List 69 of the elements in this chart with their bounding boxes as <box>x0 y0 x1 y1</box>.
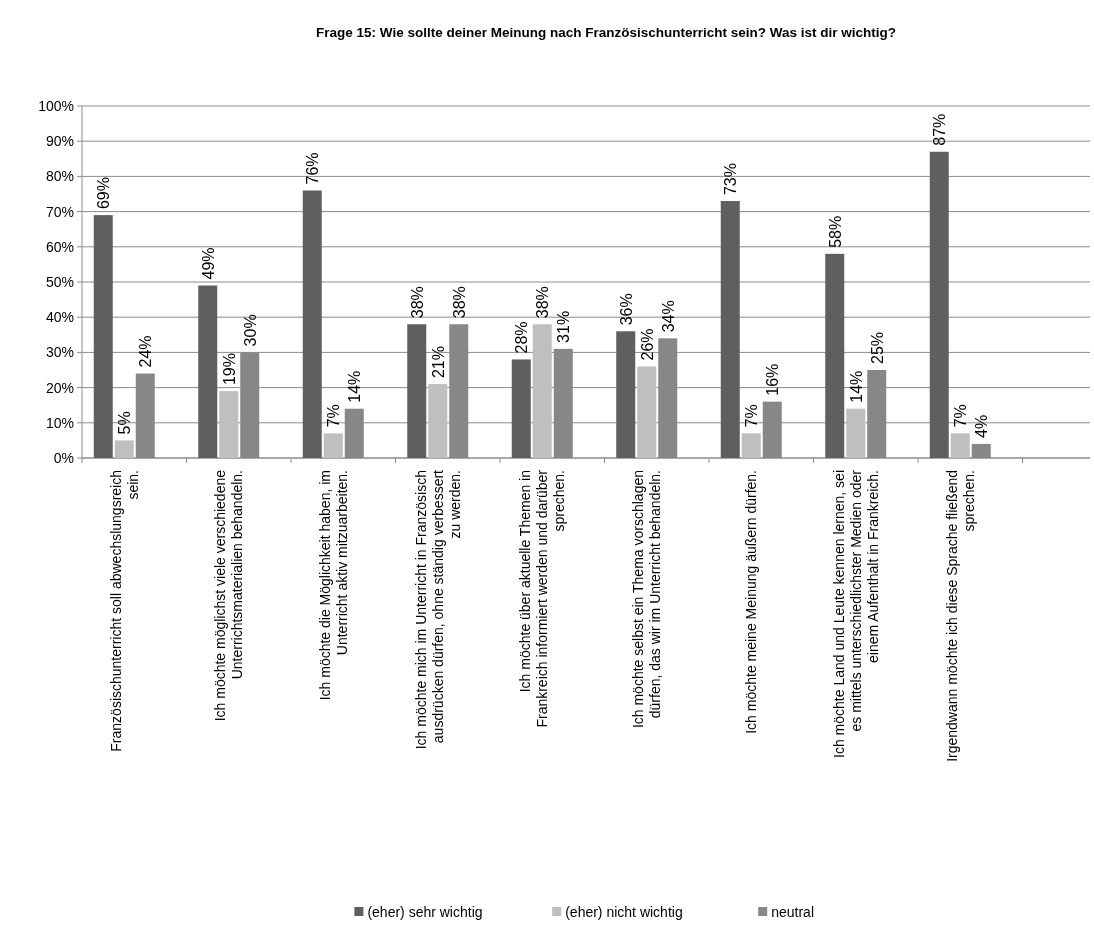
legend-label: (eher) sehr wichtig <box>367 903 483 920</box>
data-label: 14% <box>847 370 865 403</box>
data-label: 36% <box>617 293 635 326</box>
bar <box>114 440 134 458</box>
data-label: 25% <box>868 331 886 364</box>
bar <box>929 151 949 458</box>
data-label: 14% <box>346 370 364 403</box>
bar <box>323 433 343 458</box>
bar <box>407 324 427 458</box>
x-tick-label: Ich möchte selbst ein Thema vorschlagen dürfen, das wir im Unterricht behandeln. <box>630 470 664 729</box>
bar <box>198 285 218 458</box>
data-label: 38% <box>450 286 468 319</box>
chart-title: Frage 15: Wie sollte deiner Meinung nach Französischunterricht sein? Was ist dir wichtig? <box>316 25 896 40</box>
x-tick-label: Ich möchte meine Meinung äußern dürfen. <box>743 470 760 734</box>
x-tick-label: Irgendwann möchte ich diese Sprache fließend sprechen. <box>943 470 977 762</box>
bar <box>532 324 552 458</box>
data-label: 7% <box>952 404 970 428</box>
bar <box>825 253 845 458</box>
data-label: 49% <box>199 247 217 280</box>
data-label: 76% <box>304 152 322 185</box>
data-label: 38% <box>408 286 426 319</box>
bar <box>846 408 866 458</box>
y-tick-label: 30% <box>45 344 74 361</box>
bar <box>741 433 761 458</box>
bar <box>950 433 970 458</box>
x-tick-label: Ich möchte Land und Leute kennen lernen, sei es mittels unterschiedlichster Medien oder einem Aufenthalt in Frankreich. <box>830 469 881 758</box>
data-label: 31% <box>555 310 573 343</box>
data-label: 21% <box>429 346 447 379</box>
data-label: 5% <box>116 411 134 435</box>
data-label: 69% <box>95 177 113 210</box>
data-label: 87% <box>931 113 949 146</box>
bar <box>219 391 239 458</box>
data-label: 58% <box>826 215 844 248</box>
data-label: 38% <box>534 286 552 319</box>
y-tick-label: 20% <box>45 379 74 396</box>
y-tick-label: 40% <box>45 309 74 326</box>
data-label: 30% <box>241 314 259 347</box>
y-tick-label: 10% <box>45 414 74 431</box>
y-tick-label: 100% <box>38 97 74 114</box>
y-tick-label: 80% <box>45 168 74 185</box>
data-label: 4% <box>973 414 991 438</box>
data-label: 7% <box>743 404 761 428</box>
bar <box>302 190 322 458</box>
bar <box>93 215 113 458</box>
data-label: 28% <box>513 321 531 354</box>
bar <box>511 359 531 458</box>
bar <box>428 384 448 458</box>
bar <box>720 201 740 458</box>
y-tick-label: 50% <box>45 273 74 290</box>
x-tick-label: Ich möchte möglichst viele verschiedene Unterrichtsmaterialien behandeln. <box>212 469 246 722</box>
data-label: 24% <box>137 335 155 368</box>
bar <box>616 331 636 458</box>
data-label: 34% <box>659 300 677 333</box>
legend-label: neutral <box>771 903 815 920</box>
data-label: 73% <box>722 163 740 196</box>
data-label: 7% <box>325 404 343 428</box>
data-label: 19% <box>220 353 238 386</box>
y-tick-label: 0% <box>53 449 74 466</box>
x-tick-label: Ich möchte über aktuelle Themen in Frankreich informiert werden und darüber sprechen. <box>517 469 568 728</box>
legend-label: (eher) nicht wichtig <box>565 903 683 920</box>
x-tick-label: Französischunterricht soll abwechslungsreich sein. <box>107 470 141 752</box>
y-tick-label: 70% <box>45 203 74 220</box>
data-label: 16% <box>764 363 782 396</box>
x-tick-label: Ich möchte mich im Unterricht in Französisch ausdrücken dürfen, ohne ständig verbessert zu werden. <box>412 469 463 750</box>
x-tick-label: Ich möchte die Möglichkeit haben, im Unterricht aktiv mitzuarbeiten. <box>316 470 350 701</box>
bar <box>637 366 657 458</box>
data-label: 26% <box>638 328 656 361</box>
y-tick-label: 60% <box>45 238 74 255</box>
y-tick-label: 90% <box>45 133 74 150</box>
